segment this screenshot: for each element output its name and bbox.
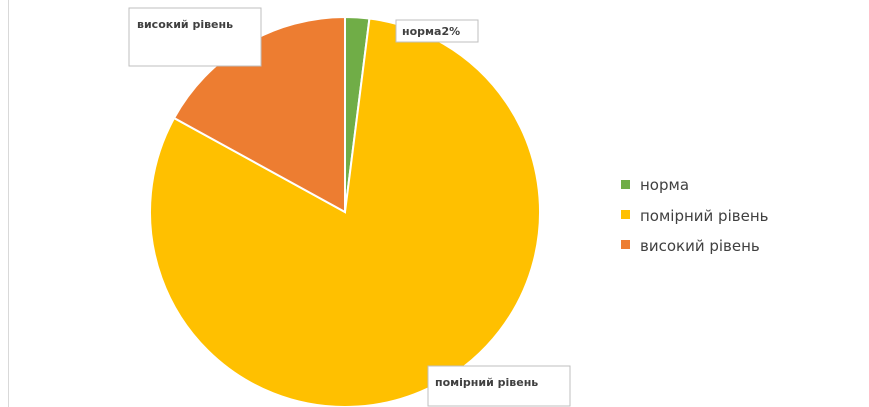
legend-label-moderate: помірний рівень xyxy=(640,207,768,225)
legend-item-moderate: помірний рівень xyxy=(621,207,768,225)
legend-swatch-moderate xyxy=(621,210,630,219)
legend-item-high: високий рівень xyxy=(621,237,760,255)
legend-label-norma: норма xyxy=(640,176,689,194)
data-label-norma: норма2% xyxy=(395,19,479,43)
legend: норма помірний рівень високий рівень xyxy=(621,176,768,255)
data-label-norma-text: норма2% xyxy=(402,25,460,38)
plot-area-border xyxy=(8,0,9,407)
legend-item-norma: норма xyxy=(621,176,689,194)
data-label-high: високий рівень xyxy=(128,7,262,67)
legend-swatch-norma xyxy=(621,180,630,189)
legend-swatch-high xyxy=(621,240,630,249)
data-label-moderate: помірний рівень xyxy=(427,365,571,407)
data-label-high-text: високий рівень xyxy=(137,18,233,31)
pie-slices xyxy=(149,15,541,407)
legend-label-high: високий рівень xyxy=(640,237,760,255)
data-label-moderate-text: помірний рівень xyxy=(435,376,538,389)
